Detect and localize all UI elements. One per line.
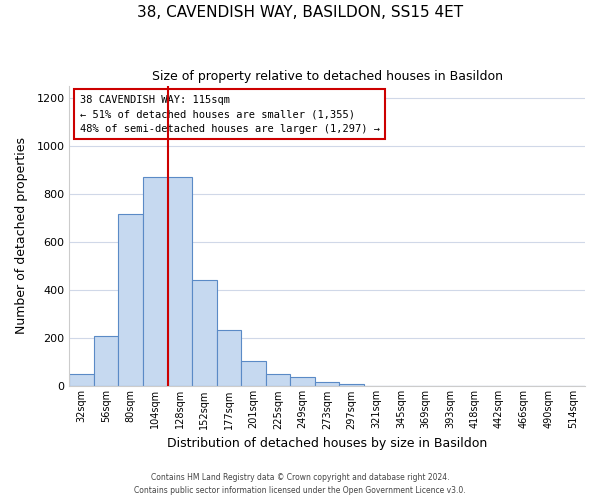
- Bar: [241, 361, 266, 386]
- Bar: [70, 374, 94, 386]
- Bar: [118, 214, 143, 386]
- Y-axis label: Number of detached properties: Number of detached properties: [15, 138, 28, 334]
- Bar: [217, 330, 241, 386]
- Bar: [94, 336, 118, 386]
- Bar: [143, 177, 167, 386]
- Text: 38, CAVENDISH WAY, BASILDON, SS15 4ET: 38, CAVENDISH WAY, BASILDON, SS15 4ET: [137, 5, 463, 20]
- X-axis label: Distribution of detached houses by size in Basildon: Distribution of detached houses by size …: [167, 437, 487, 450]
- Bar: [167, 177, 192, 386]
- Bar: [315, 382, 340, 386]
- Bar: [266, 374, 290, 386]
- Title: Size of property relative to detached houses in Basildon: Size of property relative to detached ho…: [152, 70, 503, 83]
- Bar: [340, 384, 364, 386]
- Bar: [192, 280, 217, 386]
- Text: 38 CAVENDISH WAY: 115sqm
← 51% of detached houses are smaller (1,355)
48% of sem: 38 CAVENDISH WAY: 115sqm ← 51% of detach…: [80, 94, 380, 134]
- Text: Contains HM Land Registry data © Crown copyright and database right 2024.
Contai: Contains HM Land Registry data © Crown c…: [134, 474, 466, 495]
- Bar: [290, 377, 315, 386]
